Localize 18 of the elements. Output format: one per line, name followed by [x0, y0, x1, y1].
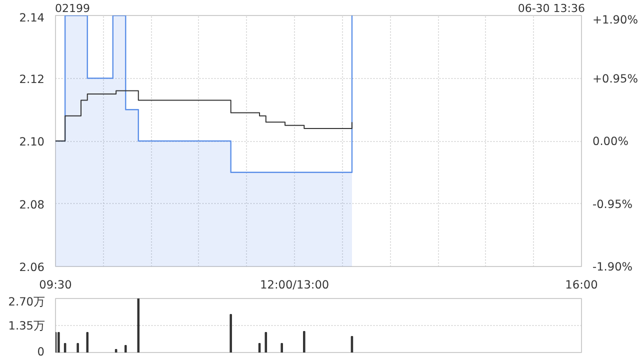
text: 06-30 13:36	[518, 2, 585, 15]
x-tick-label: 16:00	[565, 278, 598, 292]
y2-tick-label: +0.95%	[592, 71, 638, 86]
x-tick-label: 12:00/13:00	[260, 278, 330, 292]
y-tick-label: 0	[37, 344, 45, 358]
y2-tick-label: -0.95%	[592, 196, 633, 211]
y-tick-label: 2.06	[19, 260, 45, 274]
y-tick-label: 2.10	[19, 134, 45, 148]
chart-title: 02199	[55, 2, 90, 15]
y-tick-label: 2.70万	[8, 294, 45, 308]
y-tick-label: 2.08	[19, 197, 45, 212]
x-tick-label: 09:30	[39, 278, 72, 292]
y-tick-label: 2.12	[19, 72, 45, 86]
y2-tick-label: +1.90%	[592, 12, 638, 26]
y-tick-label: 1.35万	[8, 318, 45, 332]
y2-tick-label: -1.90%	[592, 260, 633, 274]
y-tick-label: 2.14	[19, 10, 45, 24]
y2-tick-label: 0.00%	[592, 134, 629, 148]
